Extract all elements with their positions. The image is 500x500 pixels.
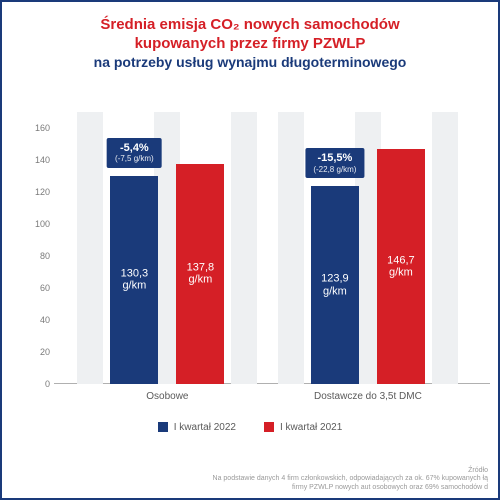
title-line-3: na potrzeby usług wynajmu długoterminowe… bbox=[22, 54, 478, 72]
y-tick-label: 20 bbox=[30, 347, 50, 357]
legend-item: I kwartał 2021 bbox=[264, 422, 342, 433]
background-column bbox=[77, 112, 103, 384]
footnote: Źródło Na podstawie danych 4 firm członk… bbox=[213, 467, 488, 492]
title-line-1: Średnia emisja CO₂ nowych samochodów bbox=[22, 16, 478, 35]
footnote-line-3: firmy PZWLP nowych aut osobowych oraz 69… bbox=[213, 484, 488, 492]
title-line-2: kupowanych przez firmy PZWLP bbox=[22, 35, 478, 54]
y-tick-label: 0 bbox=[30, 379, 50, 389]
y-tick-label: 80 bbox=[30, 251, 50, 261]
legend-label: I kwartał 2021 bbox=[280, 422, 342, 433]
chart-title: Średnia emisja CO₂ nowych samochodów kup… bbox=[2, 2, 498, 79]
legend-label: I kwartał 2022 bbox=[174, 422, 236, 433]
y-tick-label: 140 bbox=[30, 155, 50, 165]
background-column bbox=[432, 112, 458, 384]
data-bar: 146,7g/km bbox=[377, 149, 425, 384]
bar-value-label: 146,7g/km bbox=[377, 254, 425, 279]
footnote-line-2: Na podstawie danych 4 firm członkowskich… bbox=[213, 475, 488, 483]
plot: 020406080100120140160130,3g/km137,8g/km-… bbox=[54, 112, 490, 384]
background-column bbox=[278, 112, 304, 384]
legend: I kwartał 2022 I kwartał 2021 bbox=[2, 422, 498, 433]
y-tick-label: 100 bbox=[30, 219, 50, 229]
y-tick-label: 120 bbox=[30, 187, 50, 197]
bar-value-label: 123,9g/km bbox=[311, 272, 359, 297]
chart-area: 0 20 40 60 80 100 120 140 160 130,3g/km 137,8g/km -… bbox=[30, 112, 490, 412]
legend-swatch bbox=[158, 422, 168, 432]
data-bar: 123,9g/km bbox=[311, 186, 359, 384]
data-bar: 130,3g/km bbox=[110, 176, 158, 384]
legend-item: I kwartał 2022 bbox=[158, 422, 236, 433]
x-category-label: Osobowe bbox=[146, 391, 188, 402]
legend-swatch bbox=[264, 422, 274, 432]
bar-value-label: 130,3g/km bbox=[110, 267, 158, 292]
x-category-label: Dostawcze do 3,5t DMC bbox=[314, 391, 422, 402]
footnote-source: Źródło bbox=[213, 467, 488, 475]
y-tick-label: 40 bbox=[30, 315, 50, 325]
y-tick-label: 160 bbox=[30, 123, 50, 133]
bar-value-label: 137,8g/km bbox=[176, 261, 224, 286]
background-column bbox=[231, 112, 257, 384]
change-callout: -15,5%(-22,8 g/km) bbox=[305, 148, 364, 178]
y-tick-label: 60 bbox=[30, 283, 50, 293]
change-callout: -5,4%(-7,5 g/km) bbox=[107, 138, 162, 168]
data-bar: 137,8g/km bbox=[176, 164, 224, 384]
